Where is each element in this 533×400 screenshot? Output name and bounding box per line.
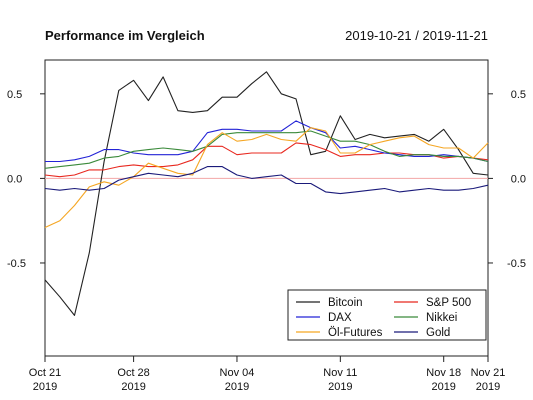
x-tick-label-year: 2019 bbox=[431, 381, 455, 393]
y-tick-label-left: 0.5 bbox=[7, 89, 22, 101]
legend-label: Nikkei bbox=[426, 312, 457, 324]
series-line-3 bbox=[44, 130, 489, 169]
chart-title: Performance im Vergleich bbox=[45, 28, 205, 43]
x-tick-label-date: Nov 18 bbox=[426, 367, 461, 379]
y-tick-label-right: 0.0 bbox=[511, 173, 526, 185]
x-tick-label-year: 2019 bbox=[476, 381, 500, 393]
legend-label: S&P 500 bbox=[426, 297, 471, 309]
x-tick-label-year: 2019 bbox=[33, 381, 57, 393]
x-tick-label-year: 2019 bbox=[328, 381, 352, 393]
x-tick-label-date: Oct 28 bbox=[117, 367, 149, 379]
y-tick-label-left: 0.0 bbox=[7, 173, 22, 185]
chart-date-range: 2019-10-21 / 2019-11-21 bbox=[345, 28, 488, 43]
x-tick-label-date: Nov 04 bbox=[220, 367, 255, 379]
y-tick-label-right: 0.5 bbox=[511, 89, 526, 101]
legend-label: Bitcoin bbox=[328, 297, 363, 309]
chart-legend: Bitcoin S&P 500 DAX Nikkei Öl-Futures Gold bbox=[287, 289, 487, 341]
x-tick-label-year: 2019 bbox=[225, 381, 249, 393]
chart-axes: 0.5 0.5 0.0 0.0 -0.5 -0.5 Oct 21 2019 Oct 28 2019… bbox=[7, 59, 526, 393]
x-tick-label-date: Nov 21 bbox=[471, 367, 506, 379]
series-line-1 bbox=[44, 142, 489, 178]
x-tick-label-date: Oct 21 bbox=[29, 367, 61, 379]
series-line-4 bbox=[44, 127, 489, 228]
plot-frame bbox=[44, 59, 489, 357]
legend-label: Öl-Futures bbox=[328, 327, 383, 339]
legend-label: DAX bbox=[328, 312, 352, 324]
x-tick-label-year: 2019 bbox=[121, 381, 145, 393]
series-line-5 bbox=[44, 166, 489, 195]
series-layer bbox=[44, 71, 489, 316]
series-line-0 bbox=[44, 71, 489, 316]
legend-label: Gold bbox=[426, 327, 450, 339]
y-tick-label-right: -0.5 bbox=[507, 258, 526, 270]
x-tick-label-date: Nov 11 bbox=[323, 367, 357, 379]
series-line-2 bbox=[45, 120, 489, 163]
legend-box bbox=[287, 289, 487, 341]
y-tick-label-left: -0.5 bbox=[7, 258, 26, 270]
